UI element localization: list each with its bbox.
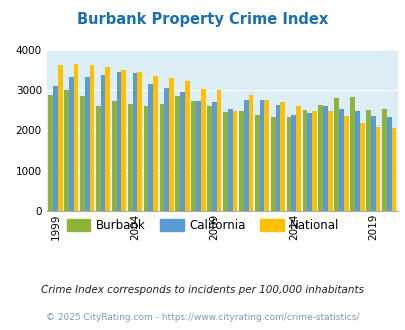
Bar — [227, 109, 232, 211]
Bar — [275, 105, 279, 211]
Bar — [327, 111, 332, 211]
Bar — [137, 72, 142, 211]
Bar — [254, 115, 259, 211]
Bar — [153, 76, 158, 211]
Bar — [264, 100, 269, 211]
Bar — [159, 105, 164, 211]
Bar — [307, 114, 311, 211]
Bar — [105, 67, 110, 211]
Bar — [375, 127, 379, 211]
Bar — [175, 96, 180, 211]
Bar — [85, 77, 90, 211]
Bar — [318, 105, 322, 211]
Bar — [100, 75, 105, 211]
Bar — [121, 70, 126, 211]
Bar — [148, 84, 153, 211]
Bar — [270, 117, 275, 211]
Bar — [64, 90, 69, 211]
Bar — [291, 115, 296, 211]
Bar — [343, 116, 348, 211]
Bar — [365, 110, 370, 211]
Bar — [279, 102, 284, 211]
Bar — [90, 65, 94, 211]
Bar — [381, 109, 386, 211]
Bar — [143, 106, 148, 211]
Legend: Burbank, California, National: Burbank, California, National — [62, 214, 343, 237]
Bar — [248, 95, 253, 211]
Bar — [191, 101, 196, 211]
Bar — [48, 95, 53, 211]
Bar — [180, 92, 185, 211]
Bar — [350, 97, 354, 211]
Bar — [128, 104, 132, 211]
Bar — [322, 106, 327, 211]
Bar — [116, 72, 121, 211]
Bar — [286, 117, 291, 211]
Bar — [111, 101, 116, 211]
Bar — [58, 65, 62, 211]
Bar — [96, 106, 100, 211]
Bar — [359, 123, 364, 211]
Bar — [386, 117, 390, 211]
Bar — [168, 78, 173, 211]
Bar — [296, 107, 300, 211]
Bar — [200, 89, 205, 211]
Bar — [232, 111, 237, 211]
Bar — [69, 78, 74, 211]
Bar — [370, 116, 375, 211]
Bar — [185, 82, 189, 211]
Bar — [311, 111, 316, 211]
Text: © 2025 CityRating.com - https://www.cityrating.com/crime-statistics/: © 2025 CityRating.com - https://www.city… — [46, 313, 359, 322]
Bar — [354, 111, 359, 211]
Bar — [390, 127, 395, 211]
Bar — [211, 102, 216, 211]
Bar — [333, 98, 338, 211]
Bar — [216, 90, 221, 211]
Bar — [80, 96, 85, 211]
Bar — [207, 107, 211, 211]
Text: Crime Index corresponds to incidents per 100,000 inhabitants: Crime Index corresponds to incidents per… — [41, 285, 364, 295]
Bar — [132, 73, 137, 211]
Bar — [302, 110, 307, 211]
Bar — [196, 101, 200, 211]
Bar — [74, 64, 78, 211]
Bar — [259, 100, 264, 211]
Bar — [53, 86, 58, 211]
Bar — [222, 112, 227, 211]
Bar — [338, 109, 343, 211]
Text: Burbank Property Crime Index: Burbank Property Crime Index — [77, 12, 328, 26]
Bar — [239, 111, 243, 211]
Bar — [243, 100, 248, 211]
Bar — [164, 88, 168, 211]
